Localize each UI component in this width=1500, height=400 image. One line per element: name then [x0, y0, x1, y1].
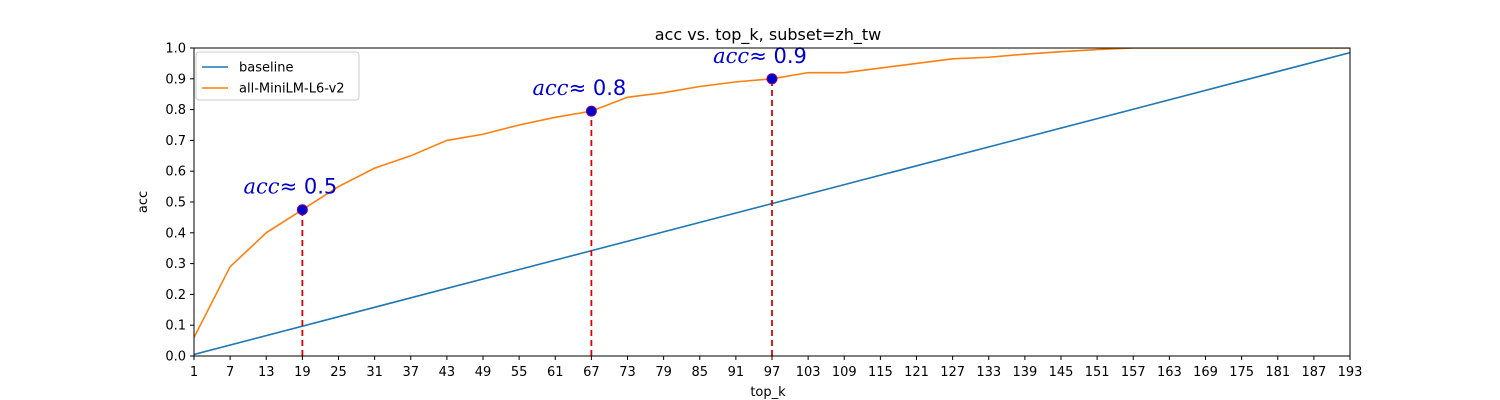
y-tick-label: 0.3 [165, 257, 186, 272]
x-tick-label: 127 [940, 365, 965, 380]
x-tick-label: 109 [832, 365, 857, 380]
x-tick-label: 97 [764, 365, 781, 380]
x-tick-label: 91 [728, 365, 745, 380]
x-tick-label: 1 [190, 365, 198, 380]
x-tick-label: 181 [1265, 365, 1290, 380]
annotation-value: ≈ 0.8 [569, 76, 627, 100]
chart-title: acc vs. top_k, subset=zh_tw [655, 25, 882, 45]
annotation-var: acc [713, 44, 749, 68]
annotation-label: acc≈ 0.9 [713, 44, 807, 68]
x-tick-label: 175 [1229, 365, 1254, 380]
y-tick-label: 0.9 [165, 72, 186, 87]
y-tick-label: 0.7 [165, 134, 186, 149]
annotation-label: acc≈ 0.5 [244, 175, 338, 199]
x-tick-label: 145 [1049, 365, 1074, 380]
x-tick-label: 19 [294, 365, 311, 380]
legend-label: baseline [239, 61, 293, 76]
legend-label: all-MiniLM-L6-v2 [239, 82, 345, 97]
annotation-value: ≈ 0.5 [280, 175, 338, 199]
highlight-point [585, 105, 597, 117]
x-tick-label: 157 [1121, 365, 1146, 380]
annotation-value: ≈ 0.9 [749, 44, 807, 68]
x-tick-label: 193 [1338, 365, 1363, 380]
y-tick-label: 0.8 [165, 103, 186, 118]
x-tick-label: 115 [868, 365, 893, 380]
x-tick-label: 7 [226, 365, 234, 380]
x-tick-label: 25 [330, 365, 347, 380]
legend: baseline all-MiniLM-L6-v2 [195, 51, 360, 101]
y-tick-label: 0.1 [165, 319, 186, 334]
x-tick-label: 187 [1301, 365, 1326, 380]
x-tick-label: 103 [796, 365, 821, 380]
x-tick-label: 61 [547, 365, 564, 380]
x-tick-label: 73 [619, 365, 636, 380]
annotation-label: acc≈ 0.8 [533, 76, 627, 100]
x-tick-label: 151 [1085, 365, 1110, 380]
x-tick-label: 13 [258, 365, 275, 380]
x-tick-label: 121 [904, 365, 929, 380]
x-tick-label: 55 [511, 365, 528, 380]
legend-box [195, 51, 360, 101]
y-tick-label: 0.4 [165, 226, 186, 241]
x-axis-label: top_k [750, 385, 786, 400]
y-axis-label: acc [136, 191, 151, 213]
y-tick-label: 0.0 [165, 350, 186, 365]
x-tick-label: 133 [976, 365, 1001, 380]
x-tick-label: 49 [475, 365, 492, 380]
y-tick-label: 0.2 [165, 288, 186, 303]
highlight-point [296, 204, 308, 216]
x-tick-label: 79 [655, 365, 672, 380]
x-tick-label: 169 [1193, 365, 1218, 380]
x-tick-label: 85 [691, 365, 708, 380]
x-tick-label: 31 [366, 365, 383, 380]
x-tick-label: 67 [583, 365, 600, 380]
y-tick-label: 0.6 [165, 165, 186, 180]
y-tick-label: 0.5 [165, 196, 186, 211]
x-tick-label: 43 [439, 365, 456, 380]
x-tick-label: 163 [1157, 365, 1182, 380]
highlight-point [766, 73, 778, 85]
annotation-var: acc [244, 175, 280, 199]
x-tick-label: 139 [1012, 365, 1037, 380]
y-tick-label: 1.0 [165, 42, 186, 57]
x-tick-label: 37 [402, 365, 419, 380]
annotation-var: acc [533, 76, 569, 100]
